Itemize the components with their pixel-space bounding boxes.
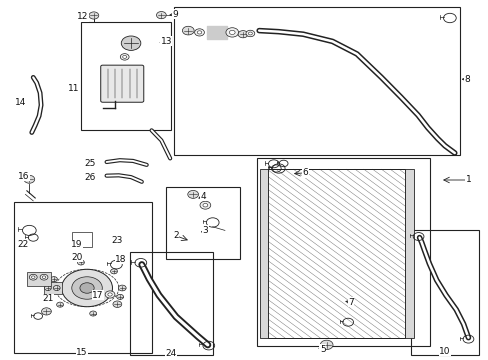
Circle shape [245, 30, 254, 37]
Circle shape [320, 340, 332, 350]
Circle shape [80, 283, 94, 293]
Circle shape [89, 12, 99, 19]
Text: 7: 7 [347, 298, 353, 307]
Bar [173, 7, 459, 155]
Circle shape [50, 276, 57, 282]
Circle shape [122, 55, 126, 58]
Bar [44, 282, 61, 294]
Bar [27, 272, 51, 286]
Text: 20: 20 [71, 253, 82, 262]
Circle shape [57, 302, 63, 307]
Circle shape [107, 293, 112, 296]
Circle shape [53, 285, 60, 291]
Text: 17: 17 [92, 291, 103, 300]
Circle shape [90, 311, 97, 316]
Bar [256, 158, 429, 346]
Text: 15: 15 [76, 347, 88, 356]
Circle shape [225, 28, 238, 37]
Circle shape [117, 294, 123, 300]
FancyBboxPatch shape [101, 65, 143, 102]
Circle shape [182, 26, 194, 35]
Bar [267, 169, 404, 338]
Text: 4: 4 [200, 192, 205, 201]
Circle shape [238, 31, 247, 38]
Circle shape [41, 308, 51, 315]
Text: 1: 1 [465, 175, 470, 184]
Circle shape [113, 301, 122, 307]
Text: 18: 18 [115, 255, 126, 264]
Text: 3: 3 [202, 226, 208, 235]
Circle shape [29, 274, 37, 280]
Bar [14, 202, 151, 353]
Bar [267, 169, 404, 338]
Circle shape [77, 260, 84, 265]
Circle shape [31, 276, 35, 279]
Circle shape [42, 276, 46, 279]
Text: 9: 9 [172, 10, 178, 19]
Circle shape [203, 203, 207, 207]
Text: 11: 11 [67, 84, 79, 93]
Text: 2: 2 [173, 231, 179, 240]
Text: 24: 24 [165, 349, 177, 358]
Text: 12: 12 [77, 12, 89, 22]
Text: 5: 5 [319, 345, 325, 354]
Circle shape [24, 175, 35, 183]
Circle shape [200, 201, 210, 209]
Circle shape [40, 274, 48, 280]
Bar [129, 252, 212, 355]
Bar [72, 232, 92, 247]
Circle shape [120, 54, 129, 60]
Text: 8: 8 [463, 75, 469, 84]
Circle shape [194, 29, 204, 36]
Text: 14: 14 [15, 98, 26, 107]
Circle shape [197, 31, 201, 34]
Bar [166, 187, 239, 259]
Text: 22: 22 [17, 240, 29, 249]
Text: 16: 16 [18, 172, 29, 181]
Circle shape [187, 190, 198, 198]
Circle shape [44, 285, 51, 291]
Text: 26: 26 [84, 173, 96, 181]
Text: 23: 23 [111, 236, 123, 245]
Bar [260, 169, 267, 338]
Circle shape [110, 269, 117, 274]
Text: 10: 10 [438, 346, 450, 356]
Bar [404, 169, 413, 338]
Circle shape [61, 269, 112, 307]
Circle shape [121, 36, 141, 50]
Text: 13: 13 [160, 37, 172, 46]
Text: 25: 25 [84, 159, 96, 168]
Text: 19: 19 [71, 240, 82, 249]
Circle shape [105, 291, 115, 298]
Circle shape [248, 32, 252, 35]
Circle shape [72, 277, 102, 299]
Circle shape [156, 12, 166, 19]
Bar [410, 230, 478, 355]
Bar [81, 22, 171, 130]
Text: 6: 6 [302, 168, 308, 177]
Circle shape [118, 285, 126, 291]
Text: 21: 21 [42, 294, 54, 303]
Circle shape [229, 30, 235, 35]
